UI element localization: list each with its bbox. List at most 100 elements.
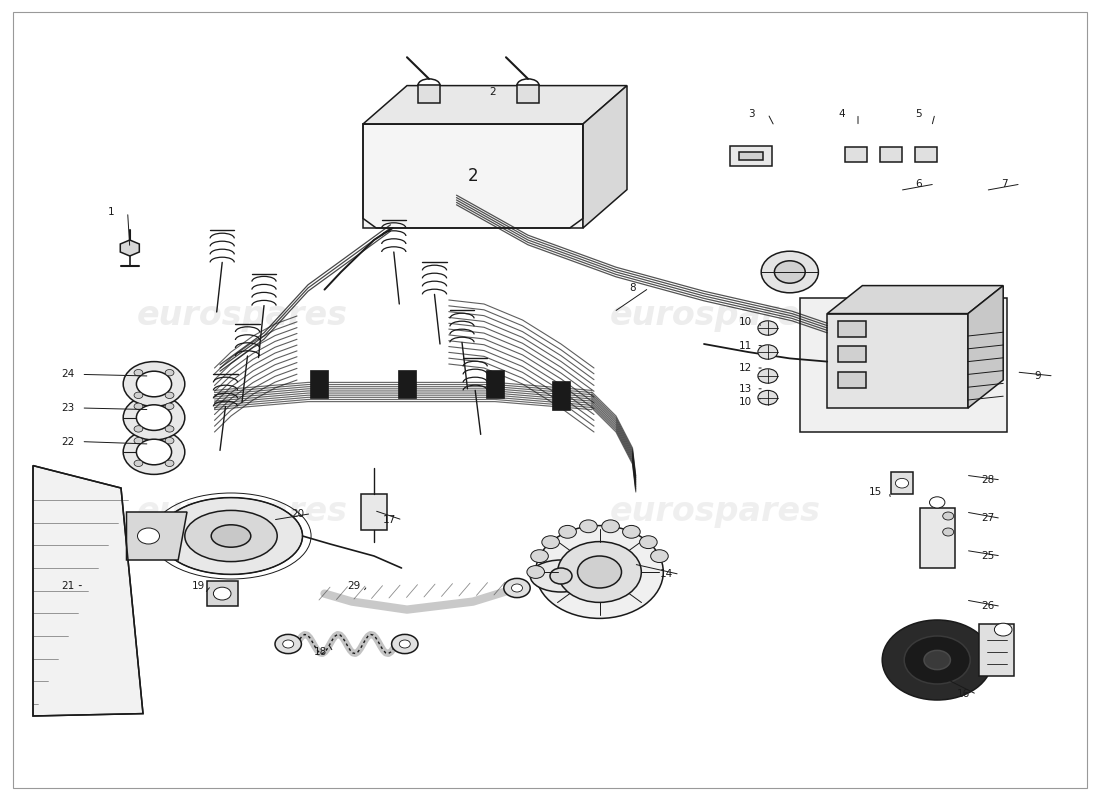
Polygon shape <box>800 298 1006 432</box>
Polygon shape <box>827 286 1003 314</box>
Text: 3: 3 <box>748 109 755 118</box>
Text: 1: 1 <box>108 207 114 217</box>
Text: 2: 2 <box>490 87 496 97</box>
Circle shape <box>550 568 572 584</box>
Text: 25: 25 <box>981 551 994 561</box>
Bar <box>838 346 866 362</box>
Text: 4: 4 <box>838 109 845 118</box>
Text: 18: 18 <box>314 647 327 657</box>
Text: 6: 6 <box>915 179 922 189</box>
Ellipse shape <box>530 560 592 592</box>
Circle shape <box>134 438 143 444</box>
Text: 16: 16 <box>957 690 970 699</box>
Circle shape <box>758 345 778 359</box>
Circle shape <box>758 321 778 335</box>
Text: 21: 21 <box>62 581 75 590</box>
Text: 14: 14 <box>660 570 673 579</box>
Circle shape <box>504 578 530 598</box>
Circle shape <box>138 528 160 544</box>
Circle shape <box>134 392 143 398</box>
Bar <box>517 86 539 103</box>
Text: 9: 9 <box>1034 371 1041 381</box>
Circle shape <box>758 390 778 405</box>
Text: 29: 29 <box>348 581 361 590</box>
Bar <box>207 581 238 606</box>
Bar <box>361 494 387 530</box>
Text: 11: 11 <box>739 341 752 350</box>
Circle shape <box>895 478 909 488</box>
Circle shape <box>882 620 992 700</box>
Circle shape <box>651 550 669 562</box>
Text: 20: 20 <box>292 509 305 518</box>
Circle shape <box>134 370 143 376</box>
Circle shape <box>580 520 597 533</box>
Circle shape <box>530 550 548 562</box>
Text: 23: 23 <box>62 403 75 413</box>
Text: eurospares: eurospares <box>609 495 821 529</box>
Circle shape <box>136 439 172 465</box>
Text: 10: 10 <box>739 397 752 406</box>
Text: 7: 7 <box>1001 179 1008 189</box>
Circle shape <box>774 261 805 283</box>
Bar <box>398 370 416 398</box>
Text: 28: 28 <box>981 475 994 485</box>
Bar <box>838 372 866 388</box>
Text: eurospares: eurospares <box>609 299 821 333</box>
Circle shape <box>392 634 418 654</box>
Bar <box>486 370 504 398</box>
Polygon shape <box>583 86 627 228</box>
Bar <box>915 147 937 162</box>
Circle shape <box>512 584 522 592</box>
Circle shape <box>123 430 185 474</box>
Text: 8: 8 <box>629 283 636 293</box>
Text: 19: 19 <box>191 581 205 590</box>
Circle shape <box>213 587 231 600</box>
Circle shape <box>623 526 640 538</box>
Ellipse shape <box>185 510 277 562</box>
Polygon shape <box>363 124 583 228</box>
Circle shape <box>761 251 818 293</box>
Bar <box>891 472 913 494</box>
Polygon shape <box>126 512 187 560</box>
Circle shape <box>136 371 172 397</box>
Circle shape <box>123 395 185 440</box>
Text: 17: 17 <box>383 515 396 525</box>
Circle shape <box>559 526 576 538</box>
Bar <box>310 370 328 398</box>
Text: eurospares: eurospares <box>136 299 348 333</box>
Ellipse shape <box>160 498 302 574</box>
Circle shape <box>275 634 301 654</box>
Circle shape <box>602 520 619 533</box>
Ellipse shape <box>211 525 251 547</box>
Circle shape <box>165 370 174 376</box>
Text: 10: 10 <box>739 317 752 326</box>
Circle shape <box>165 426 174 432</box>
Polygon shape <box>33 466 143 716</box>
Text: 24: 24 <box>62 370 75 379</box>
Circle shape <box>134 460 143 466</box>
Text: 5: 5 <box>915 109 922 118</box>
Circle shape <box>536 526 663 618</box>
Bar <box>838 321 866 337</box>
Bar <box>920 508 955 568</box>
Text: 27: 27 <box>981 514 994 523</box>
Polygon shape <box>968 286 1003 408</box>
Circle shape <box>639 536 657 549</box>
Circle shape <box>930 497 945 508</box>
Circle shape <box>924 650 950 670</box>
Circle shape <box>136 405 172 430</box>
Circle shape <box>527 566 544 578</box>
Text: 26: 26 <box>981 602 994 611</box>
Text: eurospares: eurospares <box>136 495 348 529</box>
Circle shape <box>123 362 185 406</box>
Circle shape <box>165 403 174 410</box>
Text: 13: 13 <box>739 384 752 394</box>
Circle shape <box>904 636 970 684</box>
Bar <box>880 147 902 162</box>
Text: 22: 22 <box>62 437 75 446</box>
Polygon shape <box>827 314 968 408</box>
Bar <box>739 152 763 160</box>
Circle shape <box>134 403 143 410</box>
Circle shape <box>578 556 621 588</box>
Circle shape <box>943 528 954 536</box>
